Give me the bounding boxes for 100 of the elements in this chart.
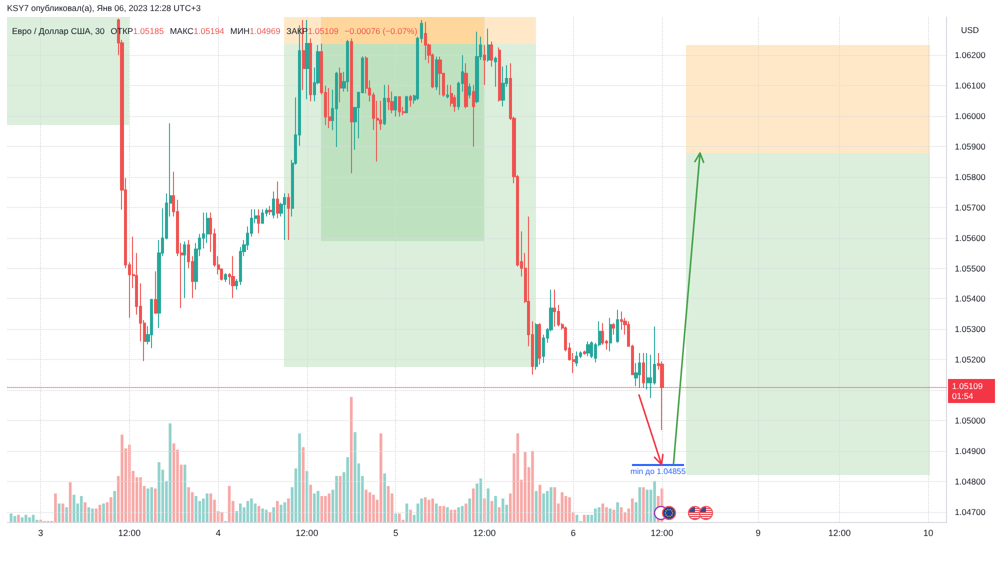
candlestick (398, 96, 401, 118)
bar (65, 507, 68, 522)
annotation: min до 1.04855 (630, 467, 686, 477)
bar (146, 488, 150, 522)
candlestick (501, 66, 505, 108)
x-tick-label: 12:00 (650, 528, 674, 538)
bar (630, 498, 634, 522)
candlestick (287, 192, 290, 240)
x-tick-label: 3 (38, 528, 44, 538)
bar (187, 487, 190, 522)
bar (110, 497, 112, 522)
candlestick (475, 31, 479, 104)
candlestick (612, 322, 615, 336)
y-tick-label: 1.05300 (954, 324, 986, 334)
y-tick-label: 1.04700 (954, 506, 986, 517)
candlestick (272, 191, 275, 219)
candlestick (553, 289, 556, 327)
candlestick (231, 256, 235, 299)
candlestick (339, 67, 342, 103)
candlestick (638, 352, 641, 388)
bar (168, 423, 172, 522)
y-tick-label: 1.05000 (954, 416, 986, 426)
y-tick-label: 1.04900 (954, 446, 986, 456)
ref-line-label: 1.05109 (952, 381, 984, 392)
bar (54, 493, 57, 522)
bar (150, 487, 154, 522)
bar (158, 462, 160, 522)
candlestick (590, 340, 593, 359)
bar (268, 512, 272, 522)
candlestick (435, 56, 438, 91)
bar (464, 504, 468, 522)
x-tick-label: 9 (756, 528, 761, 538)
bar (594, 508, 597, 522)
y-tick-label: 1.06000 (954, 110, 986, 121)
candlestick (642, 352, 645, 388)
bar (280, 504, 282, 522)
bar (438, 506, 442, 522)
bar (457, 507, 460, 522)
bar (538, 484, 542, 522)
candlestick (394, 96, 397, 118)
y-tick-label: 1.05900 (954, 141, 986, 152)
candlestick (261, 208, 264, 224)
bar (420, 498, 423, 522)
bar (298, 433, 301, 522)
y-tick-label: 1.05800 (954, 172, 986, 182)
bar (428, 500, 430, 522)
bar (502, 498, 504, 522)
bar (328, 493, 331, 522)
x-tick-label: 12:00 (828, 528, 851, 538)
candlestick (383, 84, 386, 126)
bar (206, 493, 208, 522)
candlestick (405, 95, 408, 114)
bar (576, 514, 578, 522)
bar (91, 508, 94, 522)
x-tick-label: 12:00 (296, 528, 318, 538)
candlestick (538, 322, 541, 366)
bar (364, 490, 368, 522)
bar (72, 494, 76, 522)
y-tick-label: 1.06200 (954, 50, 986, 60)
y-tick-label: 1.05500 (954, 263, 986, 274)
x-tick-label: 12:00 (118, 528, 141, 538)
bar (17, 514, 20, 522)
bar (383, 473, 386, 522)
candlestick (350, 38, 353, 174)
text: 01:54 (952, 391, 974, 402)
annotation: МАКС1.05194 (170, 26, 224, 36)
bar (184, 464, 186, 522)
y-tick-label: 1.05400 (954, 294, 986, 304)
bar (335, 476, 338, 522)
chart-subtitle: KSY7 опубликовал(а), Янв 06, 2023 12:28 UTC+3 (7, 3, 201, 13)
candlestick (601, 322, 604, 346)
bar (120, 434, 124, 522)
bar (586, 514, 590, 522)
bar (220, 512, 224, 522)
bar (494, 496, 497, 522)
candlestick (346, 39, 349, 92)
candlestick (387, 84, 390, 110)
bar (316, 490, 320, 522)
bar (398, 514, 401, 522)
bar (84, 502, 86, 522)
annotation: −0.00076 (−0.07%) (344, 26, 418, 36)
y-tick-label: 1.05200 (954, 354, 986, 365)
bar (139, 477, 142, 522)
candlestick (328, 87, 331, 129)
candlestick (472, 84, 475, 148)
bar (28, 517, 31, 522)
candlestick (483, 44, 486, 86)
bar (61, 504, 64, 522)
candlestick (616, 309, 619, 344)
candlestick (224, 272, 227, 282)
bar (24, 514, 28, 522)
bar (372, 494, 375, 522)
candlestick (183, 240, 186, 299)
bar (409, 510, 412, 522)
y-axis-title: USD (961, 25, 979, 35)
candlestick (468, 82, 471, 99)
annotation: МИН1.04969 (230, 26, 280, 36)
bar (616, 502, 619, 522)
candlestick (620, 311, 623, 330)
bar (568, 497, 571, 522)
